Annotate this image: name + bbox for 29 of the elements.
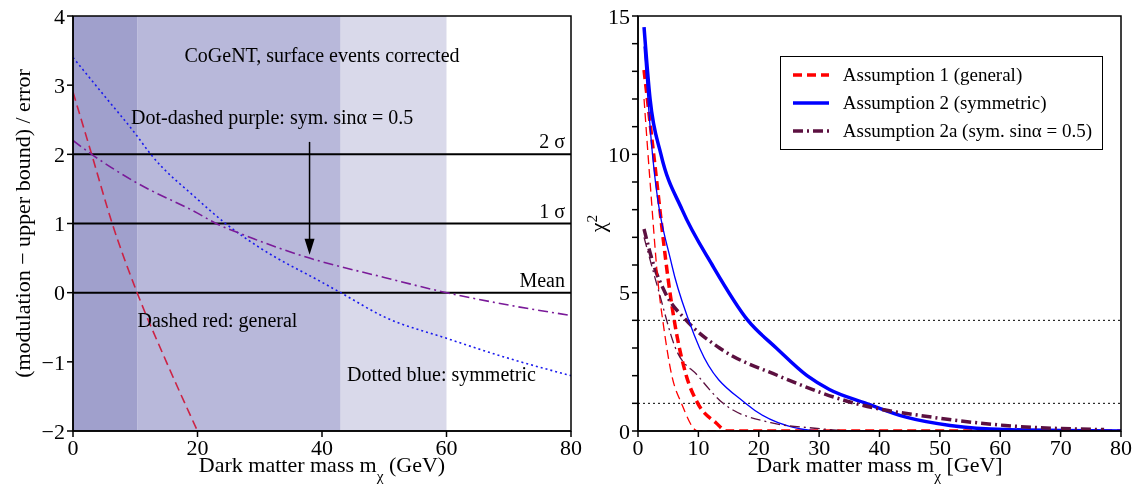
x-tick-label: 80: [560, 434, 582, 460]
annotation: Dot-dashed purple: sym. sinα = 0.5: [131, 105, 414, 129]
y-tick-label: 15: [608, 3, 630, 29]
ref-line-label: 2 σ: [539, 130, 566, 153]
x-tick-label: 70: [1049, 434, 1072, 460]
legend-label: Assumption 1 (general): [842, 63, 1023, 87]
y-tick-label: 4: [54, 3, 65, 29]
y-tick-label: 1: [54, 211, 65, 237]
y-tick-label: −1: [41, 349, 65, 375]
y-tick-label: 3: [54, 72, 65, 98]
annotation: Dashed red: general: [137, 309, 298, 333]
y-tick-label: 5: [619, 280, 630, 306]
x-tick-label: 40: [311, 434, 333, 460]
ref-line-label: 1 σ: [539, 199, 566, 222]
y-axis-title: (modulation − upper bound) / error: [10, 68, 35, 378]
ref-line-label: Mean: [519, 268, 565, 291]
x-tick-label: 30: [808, 434, 831, 460]
annotation: CoGeNT, surface events corrected: [184, 43, 460, 66]
y-tick-label: 0: [619, 418, 630, 444]
annotation: Dotted blue: symmetric: [347, 363, 537, 387]
x-tick-label: 40: [868, 434, 891, 460]
y-tick-label: 0: [54, 280, 65, 306]
legend-label: Assumption 2 (symmetric): [842, 91, 1047, 115]
x-tick-label: 80: [1110, 434, 1132, 460]
y-tick-label: 10: [608, 142, 630, 168]
legend-label: Assumption 2a (sym. sinα = 0.5): [842, 119, 1092, 143]
y-tick-label: −2: [41, 418, 65, 444]
y-tick-label: 2: [54, 142, 65, 168]
x-tick-label: 10: [687, 434, 710, 460]
